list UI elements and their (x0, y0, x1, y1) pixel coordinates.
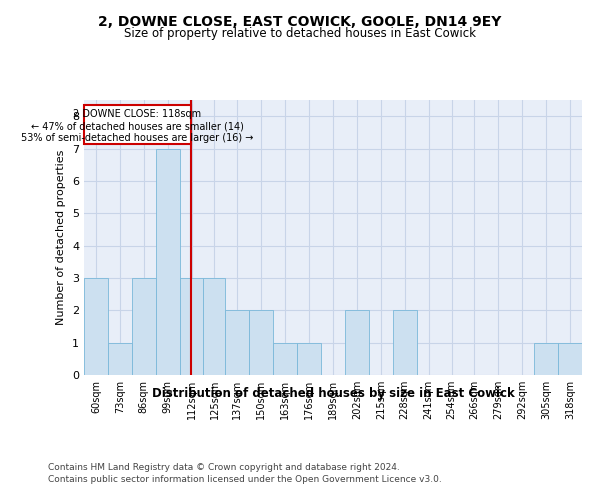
Text: Contains HM Land Registry data © Crown copyright and database right 2024.: Contains HM Land Registry data © Crown c… (48, 462, 400, 471)
FancyBboxPatch shape (84, 105, 191, 144)
Text: ← 47% of detached houses are smaller (14): ← 47% of detached houses are smaller (14… (31, 121, 244, 131)
Bar (226, 310, 250, 375)
Bar (393, 310, 416, 375)
Bar (203, 278, 226, 375)
Text: Size of property relative to detached houses in East Cowick: Size of property relative to detached ho… (124, 28, 476, 40)
Y-axis label: Number of detached properties: Number of detached properties (56, 150, 67, 325)
Text: 2, DOWNE CLOSE, EAST COWICK, GOOLE, DN14 9EY: 2, DOWNE CLOSE, EAST COWICK, GOOLE, DN14… (98, 15, 502, 29)
Bar (345, 310, 369, 375)
Text: 2 DOWNE CLOSE: 118sqm: 2 DOWNE CLOSE: 118sqm (73, 108, 202, 118)
Bar (558, 342, 582, 375)
Bar (155, 148, 179, 375)
Text: Distribution of detached houses by size in East Cowick: Distribution of detached houses by size … (152, 388, 514, 400)
Bar (108, 342, 132, 375)
Text: Contains public sector information licensed under the Open Government Licence v3: Contains public sector information licen… (48, 475, 442, 484)
Bar (534, 342, 558, 375)
Bar (297, 342, 321, 375)
Bar (179, 278, 203, 375)
Bar (250, 310, 273, 375)
Text: 53% of semi-detached houses are larger (16) →: 53% of semi-detached houses are larger (… (21, 134, 253, 143)
Bar (273, 342, 297, 375)
Bar (132, 278, 155, 375)
Bar (84, 278, 108, 375)
